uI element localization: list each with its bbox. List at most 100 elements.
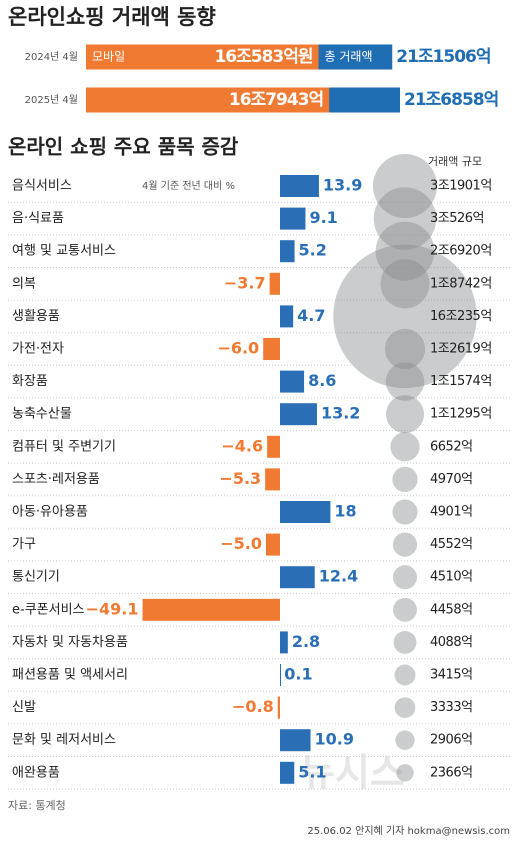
- bar: [265, 468, 280, 491]
- size-label: 4510억: [430, 570, 473, 585]
- bar: [280, 305, 294, 328]
- size-label: 1조2619억: [430, 342, 492, 357]
- bar: [280, 240, 295, 263]
- size-label: 4970억: [430, 472, 473, 487]
- bubble: [395, 730, 415, 750]
- bubble: [392, 466, 418, 493]
- value-label: −6.0: [217, 339, 259, 358]
- category-label: 2025년 4월: [25, 94, 78, 106]
- bubble: [394, 664, 416, 686]
- value-label: 13.9: [323, 176, 362, 195]
- value-label: 8.6: [308, 371, 336, 390]
- bubble: [392, 565, 418, 590]
- bar: [277, 696, 280, 719]
- value-label: 18: [334, 502, 356, 521]
- size-label: 3333억: [430, 700, 473, 715]
- bubble: [385, 362, 425, 401]
- bar: [280, 664, 281, 686]
- bar: [280, 403, 317, 426]
- bar: [280, 631, 288, 654]
- size-label: 3조1901억: [430, 179, 492, 194]
- bubble: [333, 244, 477, 389]
- value-label: −3.7: [224, 273, 266, 292]
- value-label: 4.7: [297, 306, 325, 325]
- category-label: 아동·유아용품: [12, 505, 88, 520]
- category-label: 화장품: [12, 374, 48, 389]
- size-label: 4552억: [430, 537, 473, 552]
- value-label: 2.8: [292, 632, 320, 651]
- category-label: 생활용품: [12, 309, 60, 324]
- bar: [269, 272, 280, 295]
- legend-label: 총 거래액: [325, 50, 373, 64]
- category-label: 신발: [12, 700, 36, 715]
- size-label: 4088억: [430, 635, 473, 650]
- category-label: 2024년 4월: [25, 51, 78, 63]
- size-label: 4458억: [430, 602, 473, 617]
- bar: [263, 338, 280, 360]
- size-label: 2조6920억: [430, 244, 492, 259]
- size-label: 2906억: [430, 733, 473, 748]
- size-label: 1조1295억: [430, 407, 492, 422]
- category-label: 음식서비스: [12, 179, 72, 194]
- value-label: −4.6: [221, 436, 263, 455]
- title: 온라인쇼핑 거래액 동향: [8, 5, 216, 29]
- size-title: 거래액 규모: [428, 155, 482, 168]
- bar: [280, 761, 295, 784]
- bubble: [392, 532, 418, 557]
- value-label: 0.1: [284, 665, 312, 684]
- value-label: 21조1506억: [396, 47, 490, 67]
- credit: 25.06.02 안지혜 기자 hokma@newsis.com: [307, 825, 510, 837]
- bar: [280, 566, 315, 589]
- size-label: 3415억: [430, 668, 473, 683]
- value-label: 5.2: [299, 241, 327, 260]
- bubble: [384, 328, 426, 370]
- bar: [280, 729, 311, 752]
- bubble: [396, 764, 414, 782]
- bar: [280, 207, 306, 230]
- bubble: [392, 499, 418, 525]
- category-label: e-쿠폰서비스: [12, 602, 85, 617]
- size-label: 6652억: [430, 439, 473, 454]
- category-label: 음·식료품: [12, 211, 64, 226]
- size-label: 1조1574억: [430, 374, 492, 389]
- bubble: [393, 630, 417, 654]
- category-label: 문화 및 레저서비스: [12, 733, 116, 748]
- category-label: 패션용품 및 액세서리: [12, 668, 128, 683]
- value-label: 10.9: [315, 730, 354, 749]
- value-label: −5.0: [220, 534, 262, 553]
- bubble: [373, 154, 437, 218]
- size-label: 3조526억: [430, 211, 484, 226]
- title: 온라인 쇼핑 주요 품목 증감: [8, 135, 239, 159]
- value-label: −49.1: [86, 599, 139, 618]
- category-label: 스포츠·레저용품: [12, 472, 100, 487]
- category-label: 가전·전자: [12, 342, 64, 357]
- category-label: 가구: [12, 537, 36, 552]
- bubble: [394, 697, 416, 718]
- size-label: 2366억: [430, 765, 473, 780]
- category-label: 자동차 및 자동차용품: [12, 635, 128, 650]
- bubble: [390, 432, 420, 462]
- watermark: 뉴시스: [300, 751, 405, 795]
- category-label: 의복: [12, 276, 36, 291]
- size-label: 4901억: [430, 505, 473, 520]
- bubble: [375, 221, 435, 281]
- value-label: 16조7943억: [229, 90, 323, 110]
- bar: [266, 533, 280, 556]
- bubble: [385, 395, 425, 434]
- value-label: 16조583억원: [214, 47, 312, 67]
- category-label: 애완용품: [12, 765, 60, 780]
- category-label: 농축수산물: [12, 407, 72, 422]
- legend-label: 모바일: [92, 50, 125, 64]
- bar: [280, 501, 331, 523]
- value-label: 5.1: [298, 762, 326, 781]
- value-label: 13.2: [321, 404, 360, 423]
- size-label: 1조8742억: [430, 276, 492, 291]
- bar: [142, 598, 280, 621]
- category-label: 여행 및 교통서비스: [12, 243, 116, 259]
- category-label: 통신기기: [12, 570, 60, 585]
- source: 자료: 통계청: [8, 799, 66, 812]
- value-label: −5.3: [219, 469, 261, 488]
- bar: [86, 87, 330, 113]
